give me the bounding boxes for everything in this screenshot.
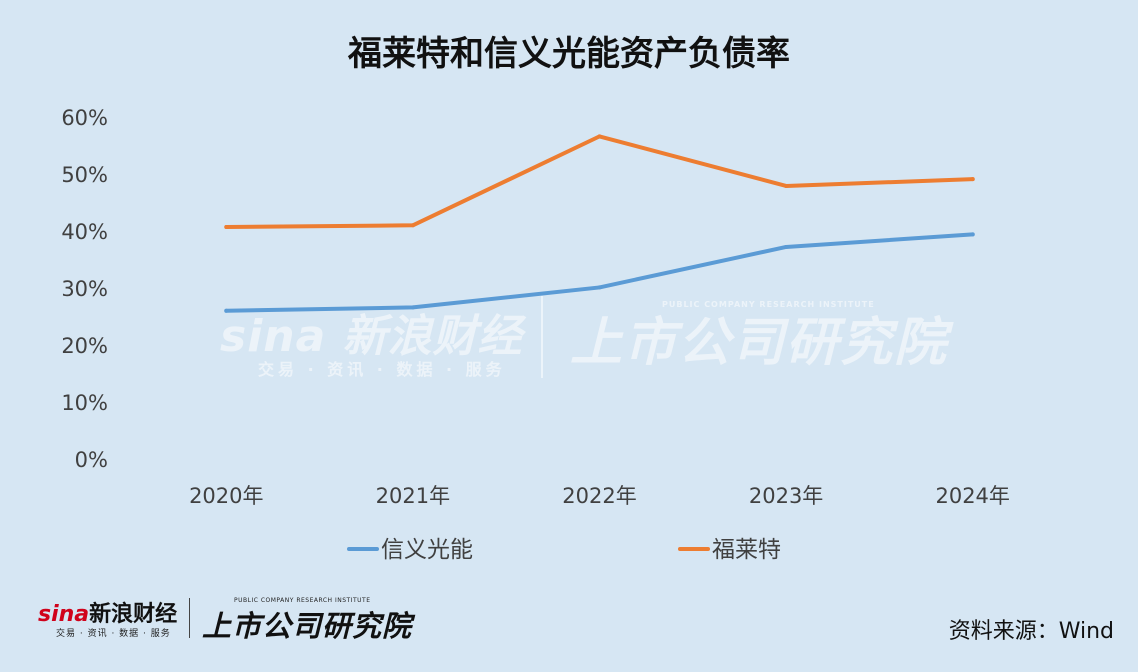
data-point bbox=[970, 177, 975, 182]
x-tick-label: 2021年 bbox=[376, 484, 450, 508]
data-point bbox=[597, 285, 602, 290]
logo-divider bbox=[189, 598, 190, 638]
sina-watermark: sina 新浪财经 bbox=[220, 311, 523, 362]
x-tick-label: 2022年 bbox=[562, 484, 636, 508]
data-point bbox=[784, 244, 789, 249]
data-point bbox=[410, 305, 415, 310]
y-tick-label: 50% bbox=[61, 163, 108, 187]
institute-watermark: 上市公司研究院 bbox=[570, 313, 949, 373]
sina-watermark-tagline: 交易 · 资讯 · 数据 · 服务 bbox=[258, 360, 506, 379]
sina-logo-tagline: 交易 · 资讯 · 数据 · 服务 bbox=[56, 629, 171, 639]
y-tick-label: 20% bbox=[61, 334, 108, 358]
watermark-divider bbox=[541, 296, 543, 378]
y-tick-label: 60% bbox=[61, 106, 108, 130]
sina-logo: sina新浪财经 bbox=[38, 596, 177, 628]
sina-logo-mark: sina bbox=[38, 602, 90, 627]
data-point bbox=[410, 223, 415, 228]
data-point bbox=[597, 134, 602, 139]
x-tick-label: 2023年 bbox=[749, 484, 823, 508]
legend-label: 福莱特 bbox=[712, 537, 781, 563]
data-point bbox=[784, 183, 789, 188]
series-line-2 bbox=[224, 134, 975, 230]
data-source: 资料来源：Wind bbox=[948, 619, 1114, 644]
y-tick-label: 30% bbox=[61, 277, 108, 301]
chart-title: 福莱特和信义光能资产负债率 bbox=[348, 34, 790, 74]
data-point bbox=[970, 232, 975, 237]
data-point bbox=[224, 225, 229, 230]
y-tick-label: 10% bbox=[61, 391, 108, 415]
institute-logo-english: PUBLIC COMPANY RESEARCH INSTITUTE bbox=[234, 597, 371, 604]
y-tick-label: 40% bbox=[61, 220, 108, 244]
sina-logo-text: 新浪财经 bbox=[89, 602, 178, 627]
legend-label: 信义光能 bbox=[381, 537, 473, 563]
x-tick-label: 2020年 bbox=[189, 484, 263, 508]
y-tick-label: 0% bbox=[75, 448, 108, 472]
data-point bbox=[224, 308, 229, 313]
institute-logo: 上市公司研究院 bbox=[202, 609, 413, 643]
x-tick-label: 2024年 bbox=[935, 484, 1009, 508]
institute-watermark-english: PUBLIC COMPANY RESEARCH INSTITUTE bbox=[662, 300, 875, 309]
